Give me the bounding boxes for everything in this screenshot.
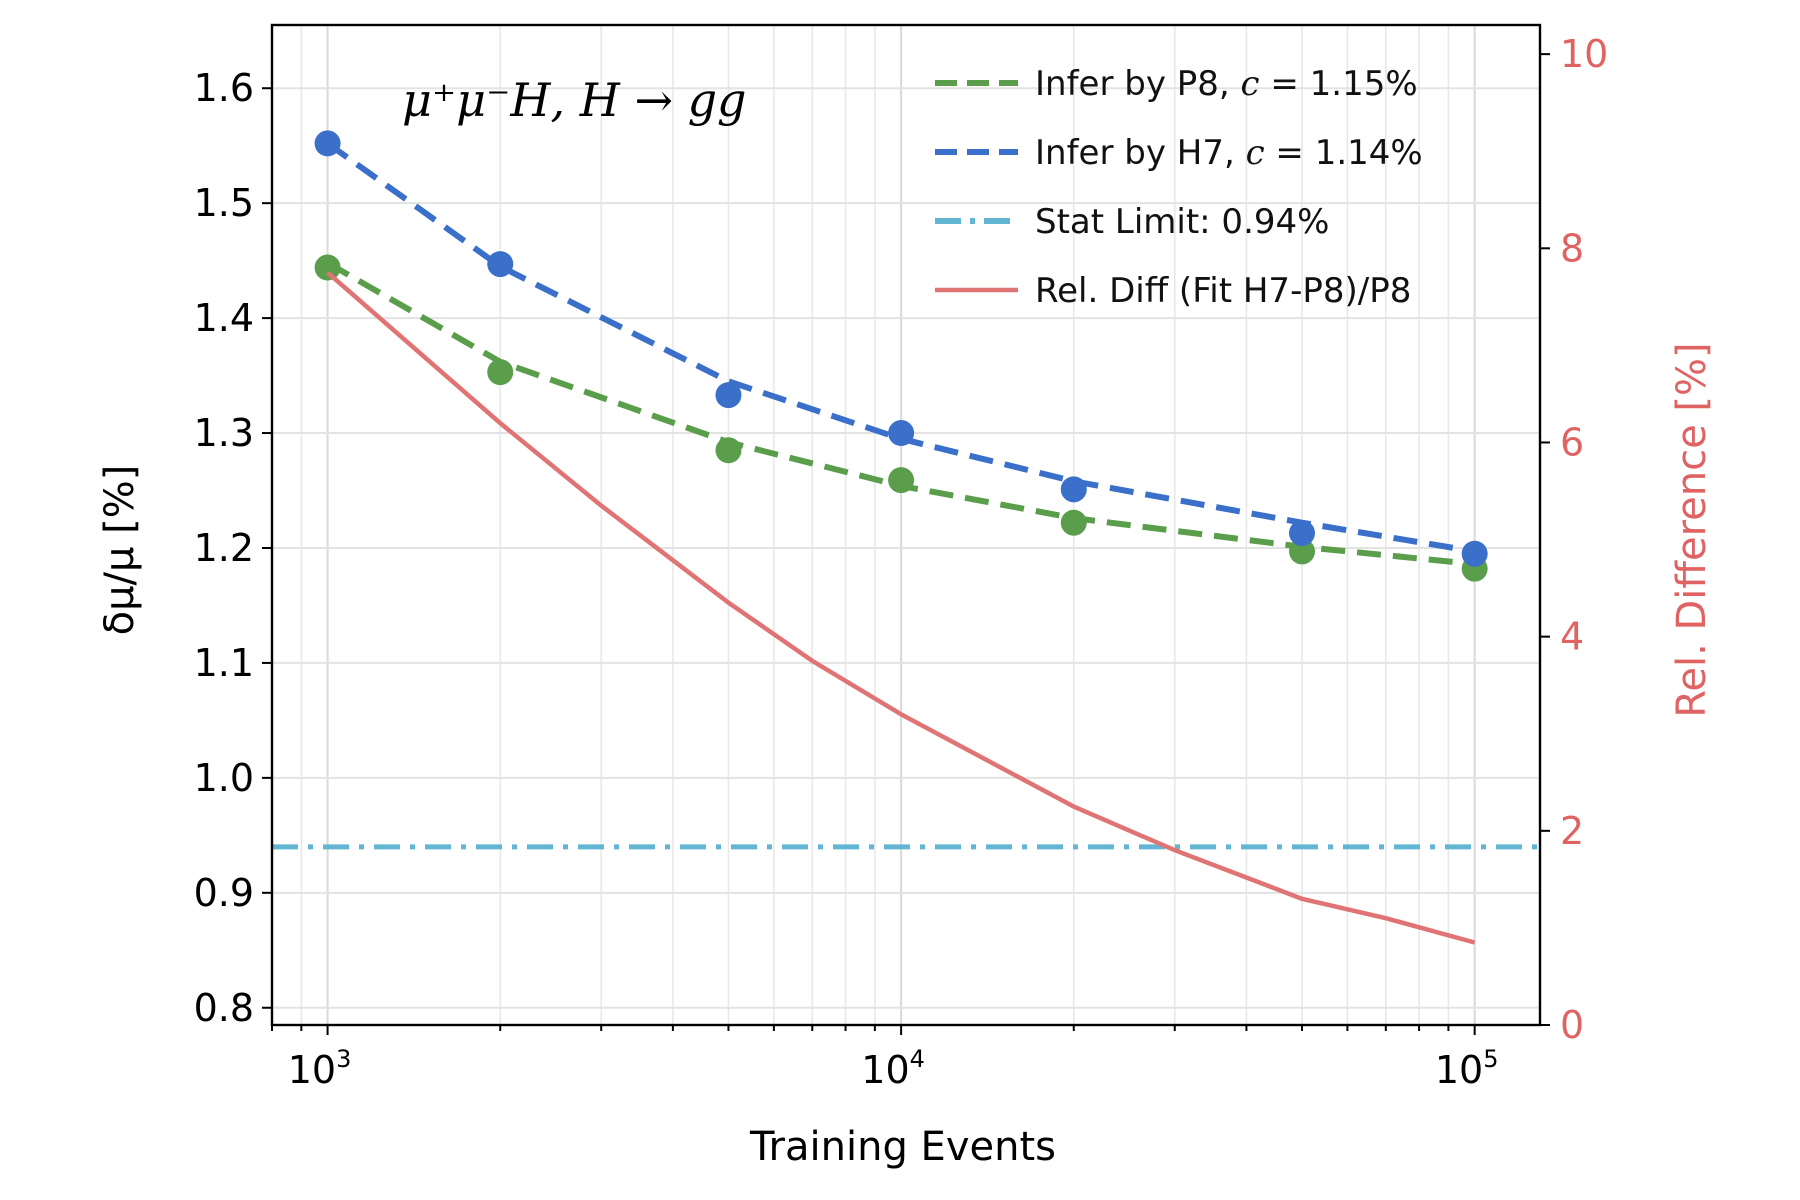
legend-label: Infer by H7, c = 1.14%	[1035, 133, 1423, 173]
x-tick-label: 104	[861, 1045, 925, 1092]
series-rel-diff-fit-h7-p8-p8	[326, 270, 1476, 945]
legend-prefix: Infer by H7,	[1035, 133, 1246, 173]
data-point	[888, 420, 915, 447]
x-tick-base: 10	[1435, 1048, 1483, 1092]
x-tick-base: 10	[861, 1048, 909, 1092]
x-tick-exponent: 5	[1483, 1045, 1498, 1073]
legend-var: c	[1246, 133, 1265, 173]
y-right-tick-label: 4	[1560, 615, 1584, 659]
y-right-tick-label: 10	[1560, 32, 1608, 76]
series-infer-by-h7	[314, 130, 1488, 567]
data-point	[1060, 476, 1087, 503]
data-point	[715, 382, 742, 409]
x-tick-label: 103	[288, 1045, 352, 1092]
data-point	[314, 130, 341, 157]
data-point	[1288, 520, 1315, 547]
y-right-tick-label: 8	[1560, 226, 1584, 270]
legend-suffix: = 1.15%	[1260, 64, 1418, 104]
data-point	[888, 467, 915, 494]
x-axis-label: Training Events	[749, 1124, 1056, 1170]
series-layer	[272, 130, 1540, 945]
data-point	[1060, 509, 1087, 536]
y-tick-label: 1.1	[194, 641, 254, 685]
y-right-tick-label: 2	[1560, 809, 1584, 853]
data-point	[487, 359, 514, 386]
x-tick-base: 10	[288, 1048, 336, 1092]
y-tick-label: 1.5	[194, 181, 254, 225]
y-tick-label: 1.0	[194, 756, 254, 800]
y-tick-label: 0.8	[194, 986, 254, 1030]
x-tick-label: 105	[1435, 1045, 1499, 1092]
legend: Infer by P8, c = 1.15% Infer by H7, c = 1…	[935, 64, 1423, 311]
y-tick-label: 1.3	[194, 411, 254, 455]
legend-label: Rel. Diff (Fit H7-P8)/P8	[1035, 271, 1411, 311]
legend-label: Infer by P8, c = 1.15%	[1035, 64, 1418, 104]
legend-prefix: Infer by P8,	[1035, 64, 1241, 104]
data-point	[314, 254, 341, 281]
y-tick-label: 1.4	[194, 296, 254, 340]
plot-frame	[270, 23, 1542, 1027]
series-infer-by-p8	[314, 254, 1488, 582]
legend-var: c	[1241, 64, 1260, 104]
data-point	[1288, 538, 1315, 565]
y-tick-label: 1.2	[194, 526, 254, 570]
y-right-tick-label: 6	[1560, 420, 1584, 464]
y-tick-label: 0.9	[194, 871, 254, 915]
x-tick-exponent: 4	[910, 1045, 925, 1073]
y-axis-label: δμ/μ [%]	[97, 465, 143, 636]
data-point	[715, 437, 742, 464]
legend-suffix: = 1.14%	[1265, 133, 1423, 173]
y-tick-label: 1.6	[194, 66, 254, 110]
y-right-tick-label: 0	[1560, 1003, 1584, 1047]
legend-label: Stat Limit: 0.94%	[1035, 202, 1329, 242]
rel-diff-line	[326, 270, 1476, 945]
x-tick-exponent: 3	[336, 1045, 351, 1073]
y-axis-right-label: Rel. Difference [%]	[1669, 342, 1715, 717]
data-point	[487, 251, 514, 278]
data-point	[1461, 540, 1488, 567]
annotation: μ⁺μ⁻H, H → gg	[402, 73, 747, 127]
